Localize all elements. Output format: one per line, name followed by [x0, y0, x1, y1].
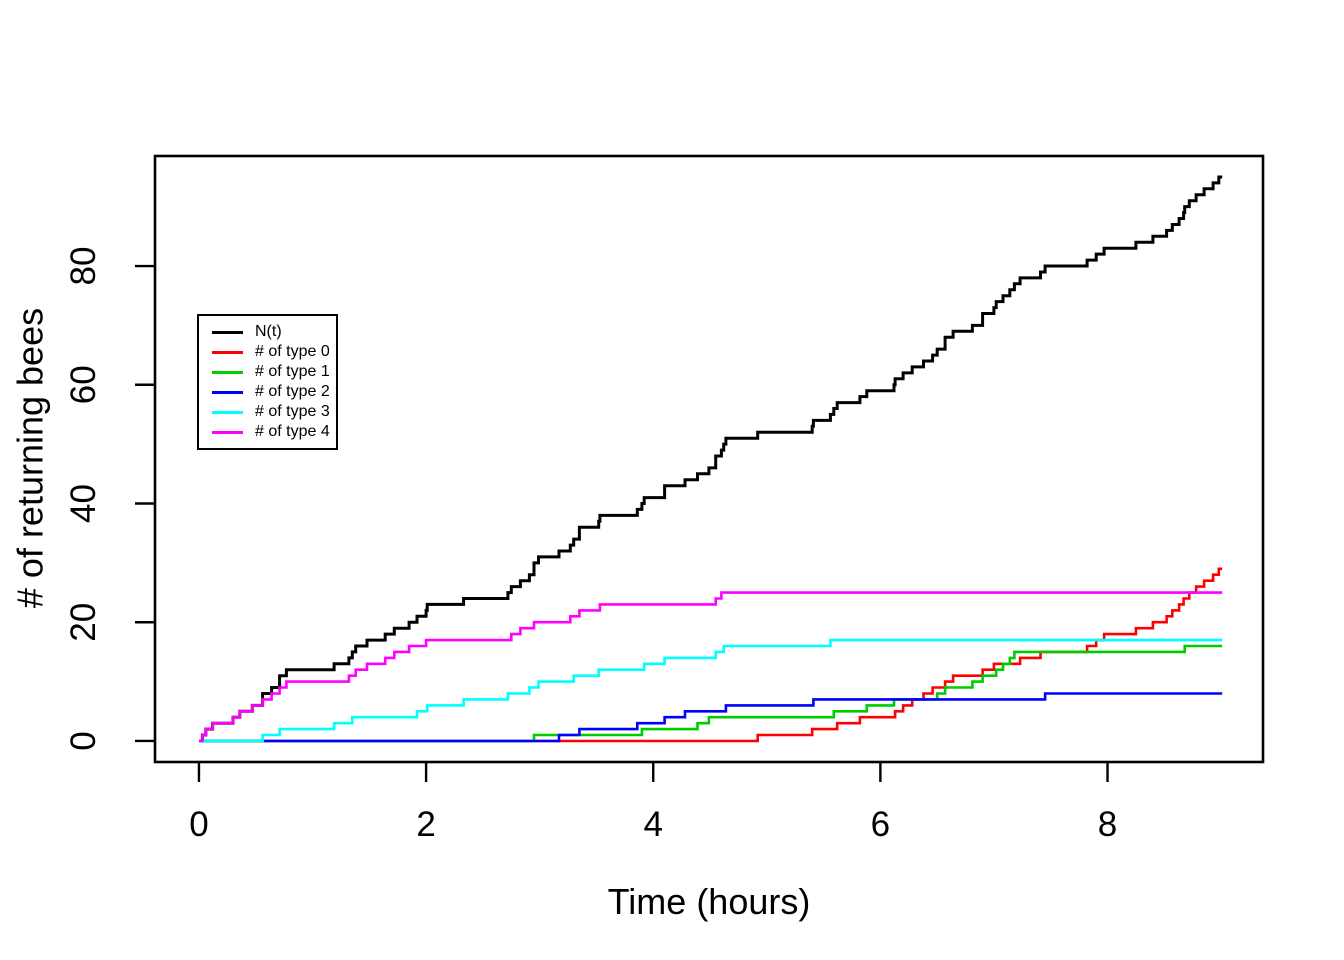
- legend-item-nt: N(t): [199, 322, 336, 342]
- y-tick-label: 80: [64, 247, 103, 286]
- legend-item-type3: # of type 3: [199, 402, 336, 422]
- legend-line-sample-cyan: [212, 410, 243, 414]
- y-tick-label: 60: [64, 365, 103, 404]
- legend-label: # of type 1: [255, 363, 330, 380]
- x-tick-label: 2: [416, 805, 435, 844]
- legend-box: N(t) # of type 0 # of type 1 # of type 2…: [197, 314, 338, 450]
- legend-line-sample-red: [212, 350, 243, 354]
- legend-item-type0: # of type 0: [199, 342, 336, 362]
- legend-label: # of type 3: [255, 403, 330, 420]
- series-line--of-type-4: [199, 591, 1223, 743]
- x-tick-label: 6: [871, 805, 890, 844]
- legend-line-sample-blue: [212, 390, 243, 394]
- series-line--of-type-3: [199, 638, 1223, 743]
- y-tick-label: 40: [64, 484, 103, 523]
- x-tick-label: 4: [644, 805, 663, 844]
- y-tick-label: 0: [64, 731, 103, 750]
- x-axis-title: Time (hours): [607, 881, 811, 922]
- legend-label: # of type 4: [255, 423, 330, 440]
- y-axis-title: # of returning bees: [9, 307, 51, 609]
- legend-item-type4: # of type 4: [199, 422, 336, 442]
- x-tick-label: 0: [189, 805, 208, 844]
- legend-item-type2: # of type 2: [199, 382, 336, 402]
- series-line--of-type-2: [199, 692, 1223, 743]
- plot-border: [153, 154, 1265, 764]
- legend-item-type1: # of type 1: [199, 362, 336, 382]
- legend-line-sample-magenta: [212, 430, 243, 434]
- legend-label: N(t): [255, 323, 282, 340]
- series-line--of-type-0: [199, 567, 1223, 743]
- x-tick-label: 8: [1098, 805, 1117, 844]
- series-line-n-t-: [199, 175, 1223, 743]
- y-tick-label: 20: [64, 603, 103, 642]
- legend-line-sample-black: [212, 330, 243, 334]
- series-line--of-type-1: [199, 644, 1223, 743]
- legend-line-sample-green: [212, 370, 243, 374]
- legend-label: # of type 0: [255, 343, 330, 360]
- legend-label: # of type 2: [255, 383, 330, 400]
